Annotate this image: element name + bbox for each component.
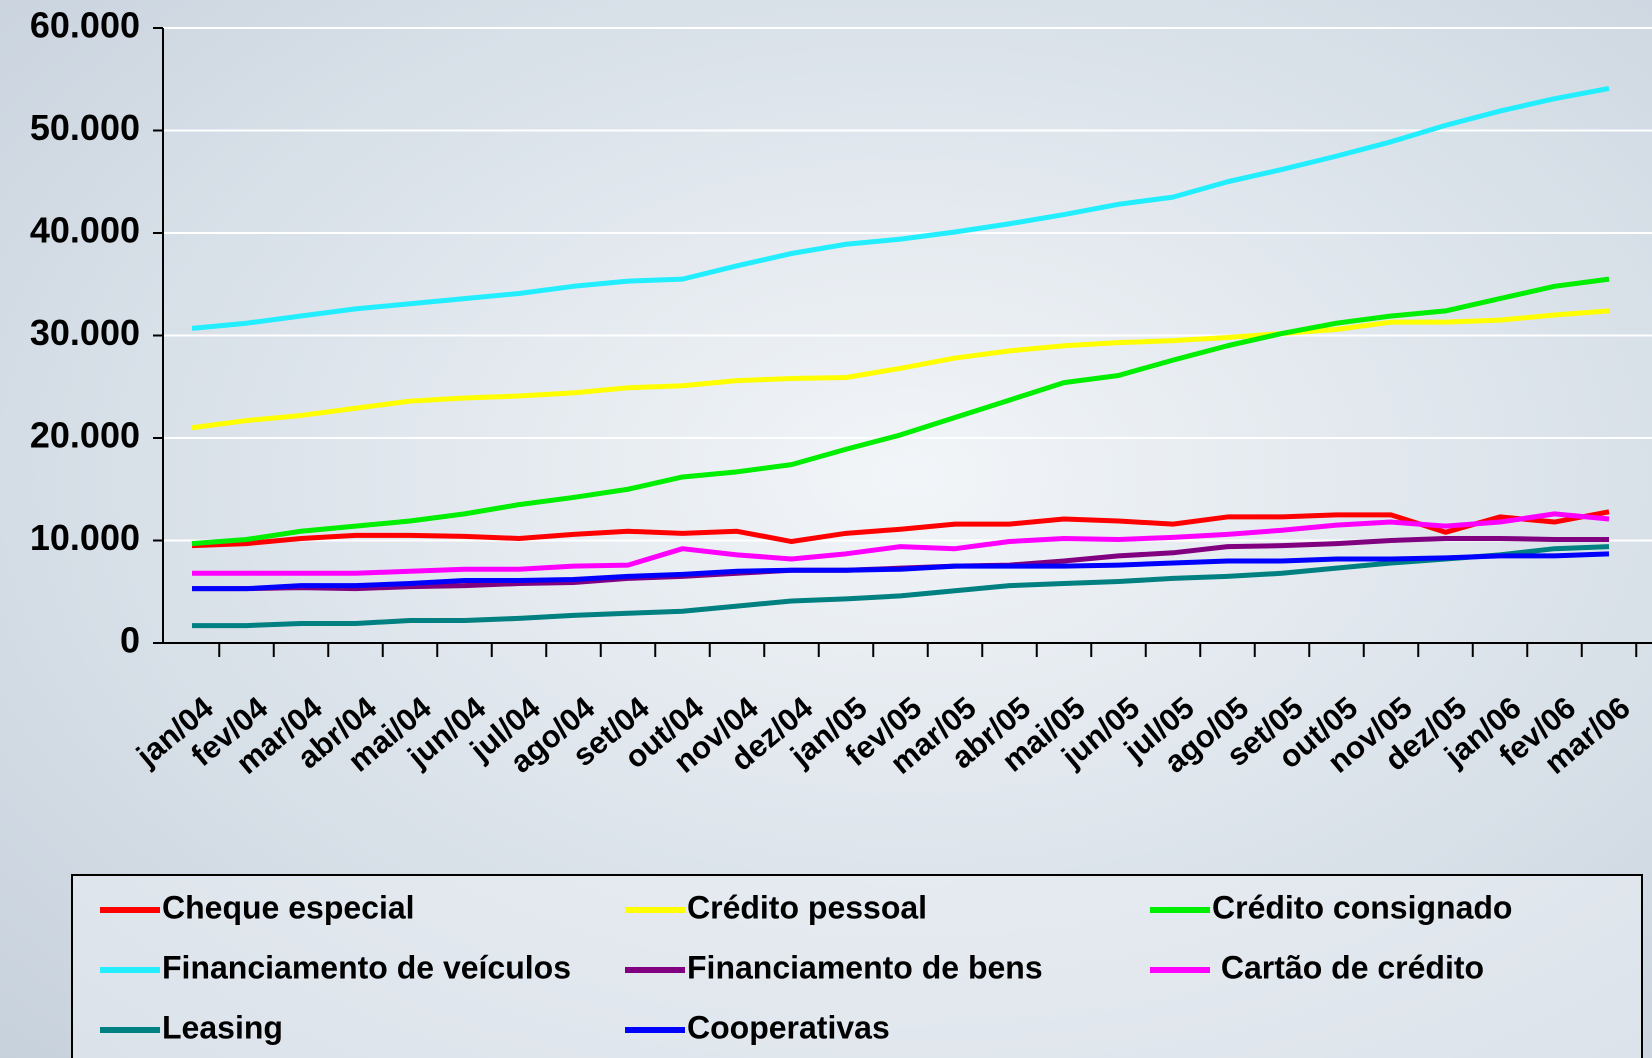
series-line	[192, 511, 1610, 576]
y-tick-label: 20.000	[30, 415, 140, 456]
series-line	[191, 86, 1610, 331]
y-tick-label: 30.000	[30, 312, 140, 353]
series-line	[192, 551, 1610, 592]
series-line	[191, 509, 1610, 549]
legend-label: Cooperativas	[687, 1009, 890, 1045]
series-line	[191, 308, 1610, 431]
legend-label: Financiamento de bens	[687, 949, 1043, 985]
legend-label: Crédito consignado	[1212, 889, 1512, 925]
series-line	[191, 276, 1610, 547]
y-tick-label: 40.000	[30, 210, 140, 251]
legend-label: Cheque especial	[162, 889, 415, 925]
legend-label: Financiamento de veículos	[162, 949, 571, 985]
legend-box	[71, 874, 1643, 1058]
legend-label: Crédito pessoal	[687, 889, 927, 925]
y-tick-label: 0	[120, 620, 140, 661]
legend-label: Leasing	[162, 1009, 283, 1045]
y-tick-label: 50.000	[30, 107, 140, 148]
y-tick-label: 60.000	[30, 5, 140, 46]
y-tick-label: 10.000	[30, 517, 140, 558]
series-line	[192, 544, 1610, 629]
legend-label: Cartão de crédito	[1212, 949, 1484, 985]
